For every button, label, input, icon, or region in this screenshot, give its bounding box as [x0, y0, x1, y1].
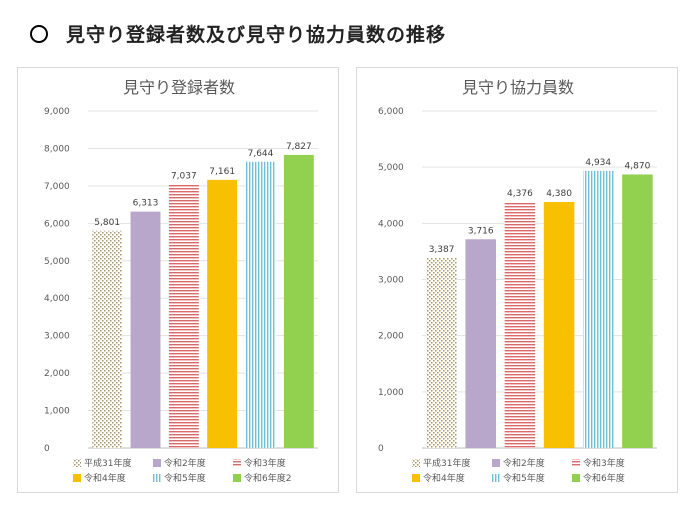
legend-label: 平成31年度 — [423, 457, 470, 469]
legend-swatch — [492, 474, 500, 482]
legend-swatch — [572, 474, 580, 482]
bar-chart-svg: 見守り登録者数 0 1,000 2,000 3,000 4,000 5,000 6,000 7,… — [44, 78, 318, 484]
y-tick-label: 2,000 — [378, 332, 404, 342]
legend-label: 令和3年度 — [244, 457, 286, 469]
data-label: 7,161 — [209, 167, 235, 177]
data-label: 4,376 — [507, 189, 533, 199]
bar — [622, 174, 653, 448]
y-tick-label: 3,000 — [44, 332, 70, 342]
bar — [283, 154, 314, 448]
data-label: 5,801 — [94, 218, 120, 228]
y-tick-label: 0 — [44, 444, 50, 454]
legend-label: 令和2年度 — [164, 457, 206, 469]
y-tick-label: 8,000 — [44, 144, 70, 154]
legend-label: 令和4年度 — [84, 472, 126, 484]
data-label: 6,313 — [133, 199, 159, 209]
legend-swatch — [492, 459, 500, 467]
y-tick-label: 5,000 — [378, 163, 404, 173]
chart-panel-cooperators: 見守り協力員数 0 1,000 2,000 3,000 4,000 5,000 6,000 3,… — [356, 67, 678, 493]
data-label: 7,827 — [286, 142, 312, 152]
data-label: 3,387 — [429, 245, 455, 255]
page-title: 見守り登録者数及び見守り協力員数の推移 — [66, 24, 447, 46]
chart-panel-registrants: 見守り登録者数 0 1,000 2,000 3,000 4,000 5,000 6,000 7,… — [17, 67, 339, 493]
bar — [92, 230, 123, 448]
legend-swatch — [412, 474, 420, 482]
y-tick-label: 2,000 — [44, 369, 70, 379]
circle-bullet-icon — [30, 24, 48, 43]
y-tick-label: 5,000 — [44, 257, 70, 267]
y-tick-label: 6,000 — [44, 219, 70, 229]
legend-label: 令和6年度2 — [244, 472, 291, 484]
bar — [207, 179, 238, 448]
legend-label: 令和6年度 — [583, 472, 625, 484]
bar — [245, 161, 276, 448]
legend-label: 令和3年度 — [583, 457, 625, 469]
page-heading: 見守り登録者数及び見守り協力員数の推移 — [30, 20, 446, 47]
bar — [130, 211, 161, 448]
bar — [168, 184, 199, 448]
y-tick-label: 4,000 — [44, 294, 70, 304]
y-tick-label: 6,000 — [378, 107, 404, 117]
y-tick-label: 0 — [378, 444, 384, 454]
legend-swatch — [153, 474, 161, 482]
legend-swatch — [73, 474, 81, 482]
bar — [504, 202, 536, 448]
legend-label: 令和5年度 — [164, 472, 206, 484]
data-label: 4,934 — [585, 158, 611, 168]
bar — [543, 201, 575, 448]
y-tick-label: 9,000 — [44, 107, 70, 117]
y-tick-label: 7,000 — [44, 182, 70, 192]
legend-label: 平成31年度 — [84, 457, 131, 469]
y-tick-label: 1,000 — [378, 388, 404, 398]
data-label: 4,380 — [546, 189, 572, 199]
legend-swatch — [233, 474, 241, 482]
chart-title: 見守り登録者数 — [123, 78, 235, 97]
data-label: 7,644 — [248, 149, 274, 159]
legend-swatch — [153, 459, 161, 467]
bar — [426, 257, 457, 448]
data-label: 7,037 — [171, 172, 197, 182]
chart-title: 見守り協力員数 — [462, 78, 574, 97]
legend-label: 令和4年度 — [423, 472, 465, 484]
bar — [582, 170, 614, 448]
y-tick-label: 3,000 — [378, 276, 404, 286]
bar — [465, 239, 497, 448]
legend-swatch — [73, 459, 81, 467]
legend-label: 令和2年度 — [503, 457, 545, 469]
legend-swatch — [572, 459, 580, 467]
legend-swatch — [233, 459, 241, 467]
data-label: 4,870 — [625, 161, 651, 171]
legend-label: 令和5年度 — [503, 472, 545, 484]
y-tick-label: 4,000 — [378, 219, 404, 229]
legend-swatch — [412, 459, 420, 467]
data-label: 3,716 — [468, 226, 494, 236]
y-tick-label: 1,000 — [44, 407, 70, 417]
bar-chart-svg: 見守り協力員数 0 1,000 2,000 3,000 4,000 5,000 6,000 3,… — [378, 78, 657, 484]
